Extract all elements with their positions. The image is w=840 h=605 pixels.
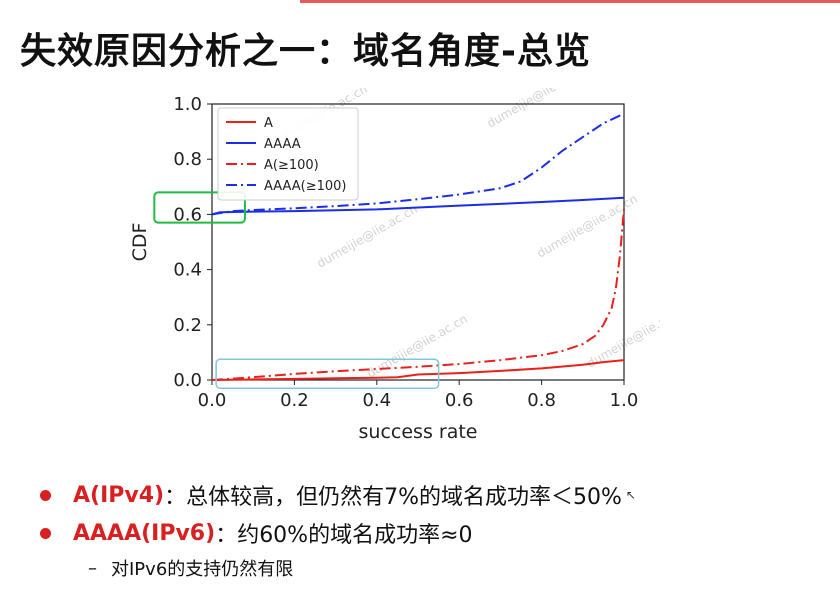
x-tick-label-4: 0.8	[527, 390, 556, 411]
bullet-ipv4-label: A(IPv4)	[73, 482, 165, 508]
series-line-0	[211, 359, 625, 381]
sub-bullet-dash: –	[88, 557, 97, 579]
highlight-box-1	[215, 358, 440, 390]
y-tick-label-4: 0.8	[173, 149, 202, 170]
series-line-1	[211, 196, 625, 216]
cdf-chart: dumeijie@iie.ac.cn dumeijie@iie.ac.cn dume…	[129, 88, 660, 443]
x-tick-label-1: 0.2	[280, 390, 309, 411]
x-axis-label: success rate	[359, 421, 478, 443]
x-tick-label-5: 1.0	[610, 390, 639, 411]
x-tick-label-3: 0.6	[445, 390, 474, 411]
watermark-text-1: dumeijie@iie.ac.cn	[485, 88, 590, 131]
legend-label-0: A	[264, 116, 273, 131]
x-tick-label-2: 0.4	[362, 390, 391, 411]
slide-title: 失效原因分析之一：域名角度-总览	[20, 31, 591, 72]
legend-label-2: A(≥100)	[264, 158, 319, 173]
legend-label-1: AAAA	[264, 137, 301, 152]
mouse-cursor-icon: ↖	[625, 488, 636, 502]
bullet-list: A(IPv4) ：总体较高，但仍然有7%的域名成功率＜50% ↖ AAAA(IP…	[40, 476, 636, 584]
y-tick-label-0: 0.0	[173, 370, 202, 391]
bullet-ipv4: A(IPv4) ：总体较高，但仍然有7%的域名成功率＜50% ↖	[40, 476, 636, 514]
bullet-ipv6-text: ：约60%的域名成功率≈0	[215, 523, 473, 548]
watermark-text-2: dumeijie@iie.ac.cn	[315, 202, 420, 271]
sub-bullet: – 对IPv6的支持仍然有限	[88, 552, 636, 584]
legend-box	[217, 107, 359, 201]
series-line-3	[211, 112, 625, 216]
plot-frame	[211, 103, 625, 381]
bullet-ipv6: AAAA(IPv6) ：约60%的域名成功率≈0	[40, 514, 636, 552]
top-accent-bar	[300, 0, 840, 3]
y-axis-label: CDF	[129, 223, 151, 262]
watermark-text-4: dumeijie@iie.ac.cn	[365, 312, 470, 381]
series-line-2	[211, 208, 625, 381]
x-tick-label-0: 0.0	[198, 390, 227, 411]
y-tick-label-1: 0.2	[173, 315, 202, 336]
y-tick-label-2: 0.4	[173, 260, 202, 281]
y-tick-label-3: 0.6	[173, 204, 202, 225]
bullet-ipv6-label: AAAA(IPv6)	[73, 520, 216, 546]
bullet-dot-icon	[40, 527, 51, 539]
bullet-ipv4-text: ：总体较高，但仍然有7%的域名成功率＜50%	[164, 485, 622, 510]
y-tick-label-5: 1.0	[173, 94, 202, 115]
bullet-dot-icon	[40, 489, 51, 501]
sub-bullet-text: 对IPv6的支持仍然有限	[111, 559, 294, 580]
highlight-box-0	[153, 191, 246, 224]
legend-label-3: AAAA(≥100)	[264, 179, 347, 194]
